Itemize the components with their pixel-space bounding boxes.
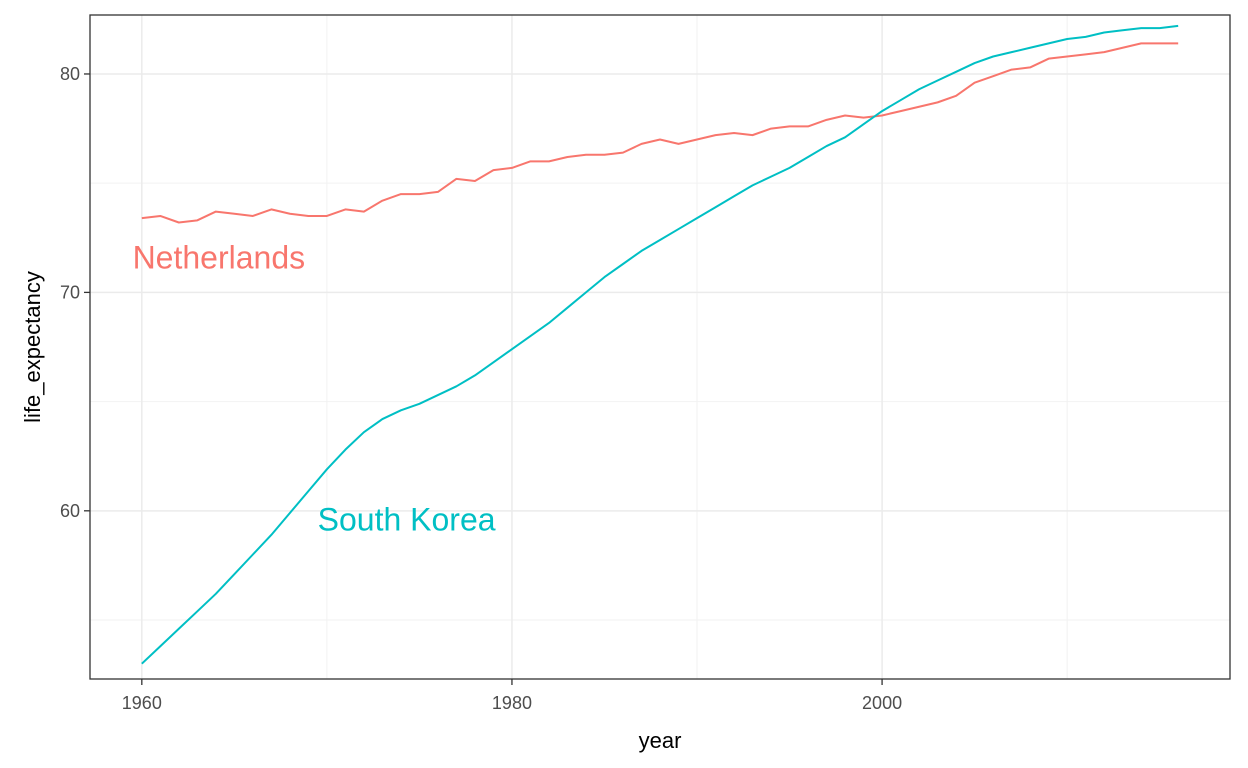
series-line-south-korea [141,24,1179,665]
x-tick-label: 1960 [122,693,162,713]
y-axis-title: life_expectancy [20,271,45,423]
series-label-netherlands: Netherlands [133,239,306,275]
major-gridlines [90,15,1230,679]
series-lines [141,24,1179,665]
plot-border [89,14,1231,680]
series-labels: Netherlands South Korea [133,239,496,537]
x-axis-title: year [639,728,682,753]
minor-gridlines [90,15,1230,679]
y-tick-label: 60 [60,501,80,521]
x-tick-label: 2000 [862,693,902,713]
series-line-netherlands [141,42,1179,224]
x-axis: 1960 1980 2000 [122,679,902,713]
y-tick-label: 80 [60,64,80,84]
series-label-south-korea: South Korea [318,502,496,538]
plot-background [90,15,1230,679]
x-tick-label: 1980 [492,693,532,713]
y-tick-label: 70 [60,282,80,302]
y-axis: 60 70 80 [60,64,90,521]
